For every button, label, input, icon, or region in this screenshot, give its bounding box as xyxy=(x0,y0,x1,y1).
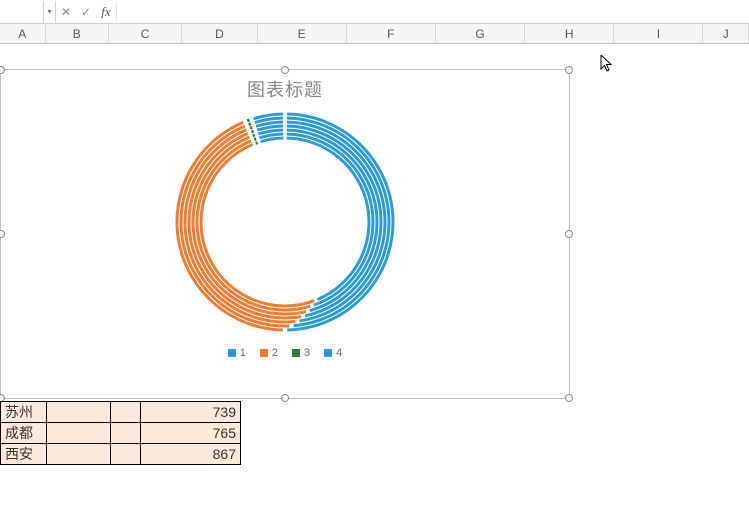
value-cell[interactable]: 765 xyxy=(141,423,241,444)
fx-icon[interactable]: fx xyxy=(96,1,116,23)
ring-4-seg-2[interactable] xyxy=(253,135,255,136)
ring-0-seg-2[interactable] xyxy=(247,120,249,121)
legend-label: 1 xyxy=(240,347,246,359)
ring-6-seg-2[interactable] xyxy=(256,143,258,144)
chart-title[interactable]: 图表标题 xyxy=(1,76,569,102)
confirm-icon[interactable]: ✓ xyxy=(76,1,96,23)
legend-label: 3 xyxy=(304,347,310,359)
resize-handle-ne[interactable] xyxy=(565,66,573,74)
value-cell[interactable]: 867 xyxy=(141,444,241,465)
ring-3-seg-2[interactable] xyxy=(251,131,253,132)
formula-bar: ▾ ✕ ✓ fx xyxy=(0,0,749,24)
empty-cell[interactable] xyxy=(111,402,141,423)
column-header-G[interactable]: G xyxy=(436,24,525,43)
name-box-dropdown[interactable]: ▾ xyxy=(44,1,56,23)
name-box[interactable] xyxy=(0,1,44,23)
ring-5-seg-1[interactable] xyxy=(197,141,311,310)
column-header-J[interactable]: J xyxy=(703,24,749,43)
formula-input[interactable] xyxy=(117,1,749,23)
empty-cell[interactable] xyxy=(47,402,111,423)
table-row[interactable]: 苏州 739 xyxy=(1,402,241,423)
column-header-I[interactable]: I xyxy=(614,24,703,43)
resize-handle-se[interactable] xyxy=(565,394,573,402)
worksheet-area[interactable]: 图表标题 1 2 3 4 苏州 739 成都 765 西安 867 xyxy=(0,44,749,520)
legend-swatch-4 xyxy=(324,349,332,357)
legend-item-3[interactable]: 3 xyxy=(292,347,310,359)
column-header-H[interactable]: H xyxy=(525,24,614,43)
chart-plot-area[interactable] xyxy=(1,102,569,347)
legend-item-4[interactable]: 4 xyxy=(324,347,342,359)
ring-5-seg-2[interactable] xyxy=(254,139,256,140)
resize-handle-e[interactable] xyxy=(565,230,573,238)
doughnut-chart[interactable] xyxy=(145,102,425,347)
column-header-A[interactable]: A xyxy=(0,24,46,43)
city-cell[interactable]: 西安 xyxy=(1,444,47,465)
table-row[interactable]: 西安 867 xyxy=(1,444,241,465)
column-header-D[interactable]: D xyxy=(182,24,257,43)
empty-cell[interactable] xyxy=(111,423,141,444)
data-table[interactable]: 苏州 739 成都 765 西安 867 xyxy=(0,401,241,465)
column-header-B[interactable]: B xyxy=(46,24,109,43)
legend-swatch-1 xyxy=(228,349,236,357)
resize-handle-n[interactable] xyxy=(281,66,289,74)
city-cell[interactable]: 苏州 xyxy=(1,402,47,423)
resize-handle-s[interactable] xyxy=(281,394,289,402)
table-row[interactable]: 成都 765 xyxy=(1,423,241,444)
column-header-C[interactable]: C xyxy=(109,24,182,43)
chart-legend[interactable]: 1 2 3 4 xyxy=(1,347,569,359)
empty-cell[interactable] xyxy=(47,444,111,465)
legend-item-2[interactable]: 2 xyxy=(260,347,278,359)
empty-cell[interactable] xyxy=(47,423,111,444)
ring-2-seg-2[interactable] xyxy=(250,128,252,129)
legend-swatch-3 xyxy=(292,349,300,357)
cancel-icon[interactable]: ✕ xyxy=(56,1,76,23)
city-cell[interactable]: 成都 xyxy=(1,423,47,444)
column-headers: ABCDEFGHIJ xyxy=(0,24,749,44)
legend-label: 4 xyxy=(336,347,342,359)
legend-label: 2 xyxy=(272,347,278,359)
value-cell[interactable]: 739 xyxy=(141,402,241,423)
ring-6-seg-3[interactable] xyxy=(261,138,284,142)
chart-object[interactable]: 图表标题 1 2 3 4 xyxy=(0,69,570,399)
ring-1-seg-2[interactable] xyxy=(249,124,251,125)
column-header-F[interactable]: F xyxy=(347,24,436,43)
empty-cell[interactable] xyxy=(111,444,141,465)
legend-swatch-2 xyxy=(260,349,268,357)
ring-6-seg-1[interactable] xyxy=(201,145,314,306)
column-header-E[interactable]: E xyxy=(258,24,347,43)
legend-item-1[interactable]: 1 xyxy=(228,347,246,359)
resize-handle-nw[interactable] xyxy=(0,66,5,74)
